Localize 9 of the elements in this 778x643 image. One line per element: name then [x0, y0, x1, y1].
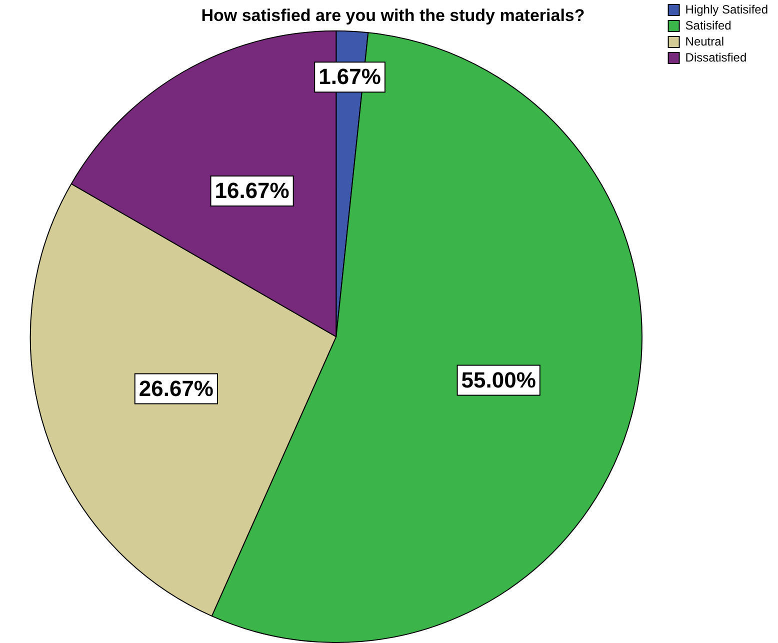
- data-label: 55.00%: [461, 367, 536, 392]
- legend-label: Neutral: [685, 34, 724, 48]
- chart-title: How satisfied are you with the study materials?: [201, 6, 585, 25]
- legend-label: Satisifed: [685, 18, 732, 32]
- data-label: 1.67%: [318, 64, 381, 90]
- data-label: 16.67%: [214, 178, 290, 204]
- legend-label: Dissatisfied: [685, 50, 747, 64]
- data-label: 26.67%: [138, 376, 214, 401]
- legend-label: Highly Satisifed: [685, 2, 768, 16]
